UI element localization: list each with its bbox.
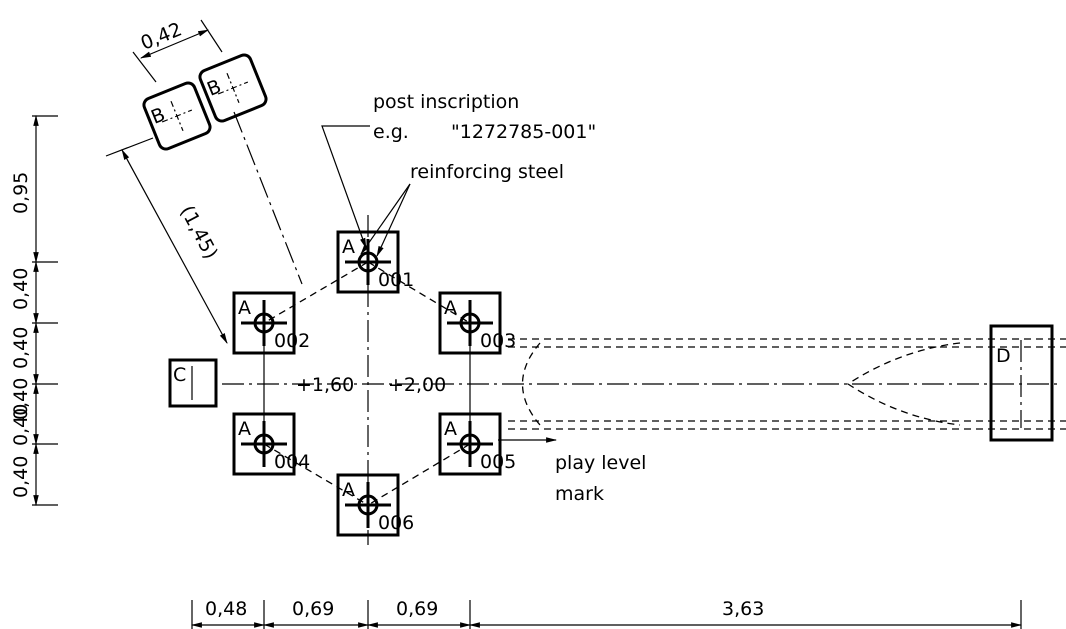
post-number: 005 bbox=[480, 451, 516, 473]
post-number: 003 bbox=[480, 330, 516, 352]
post-letter: A bbox=[444, 418, 457, 440]
reinforcing-steel-callout: reinforcing steel bbox=[360, 161, 564, 257]
post-letter: A bbox=[342, 236, 355, 258]
component-b-1[interactable]: B bbox=[142, 81, 212, 151]
post-004[interactable]: A 004 bbox=[232, 412, 310, 476]
post-006[interactable]: A 006 bbox=[336, 473, 414, 537]
component-b-2[interactable]: B bbox=[198, 53, 268, 123]
post-number: 002 bbox=[274, 330, 310, 352]
slide-element bbox=[508, 338, 1066, 430]
left-dimensions: 0,95 0,40 0,40 0,40 0,40 0,40 bbox=[10, 114, 58, 507]
dim-left-1: 0,95 bbox=[10, 172, 32, 214]
dim-left-6: 0,40 bbox=[10, 456, 32, 498]
component-c-label: C bbox=[173, 364, 186, 386]
dim-left-4: 0,40 bbox=[10, 378, 32, 420]
post-letter: A bbox=[342, 479, 355, 501]
dim-left-2: 0,40 bbox=[10, 268, 32, 310]
bottom-dimensions: 0,48 0,69 0,69 3,63 bbox=[190, 598, 1023, 629]
component-d-label: D bbox=[996, 345, 1011, 367]
component-c[interactable]: C bbox=[168, 358, 218, 408]
post-letter: A bbox=[238, 297, 251, 319]
post-number: 001 bbox=[378, 269, 414, 291]
b-width-dimension: 0,42 bbox=[132, 18, 223, 83]
post-005[interactable]: A 005 bbox=[438, 412, 516, 476]
play-level-label: play level bbox=[555, 452, 646, 474]
height-left: +1,60 bbox=[296, 374, 354, 396]
component-d[interactable]: D bbox=[989, 324, 1054, 442]
dim-left-3: 0,40 bbox=[10, 327, 32, 369]
dim-bottom-4: 3,63 bbox=[722, 598, 764, 620]
post-003[interactable]: A 003 bbox=[438, 291, 516, 355]
dim-bottom-1: 0,48 bbox=[205, 598, 247, 620]
post-inscription-callout: post inscription e.g. "1272785-001" bbox=[321, 91, 596, 250]
post-002[interactable]: A 002 bbox=[232, 291, 310, 355]
dim-left-5: 0,40 bbox=[10, 404, 32, 446]
reinforcing-steel-label: reinforcing steel bbox=[410, 161, 564, 183]
post-letter: A bbox=[444, 297, 457, 319]
b-distance-value: (1,45) bbox=[176, 202, 222, 263]
play-level-mark: play level mark bbox=[498, 437, 646, 505]
post-letter: A bbox=[238, 418, 251, 440]
post-001[interactable]: A 001 bbox=[336, 230, 414, 294]
play-level-label-2: mark bbox=[555, 483, 604, 505]
post-number: 006 bbox=[378, 512, 414, 534]
height-right: +2,00 bbox=[388, 374, 446, 396]
b-distance-dimension: (1,45) bbox=[105, 137, 228, 344]
post-number: 004 bbox=[274, 451, 310, 473]
dim-bottom-3: 0,69 bbox=[396, 598, 438, 620]
post-inscription-label: post inscription bbox=[373, 91, 519, 113]
dim-bottom-2: 0,69 bbox=[292, 598, 334, 620]
post-inscription-eg: e.g. bbox=[373, 121, 409, 143]
post-inscription-example: "1272785-001" bbox=[451, 121, 596, 143]
